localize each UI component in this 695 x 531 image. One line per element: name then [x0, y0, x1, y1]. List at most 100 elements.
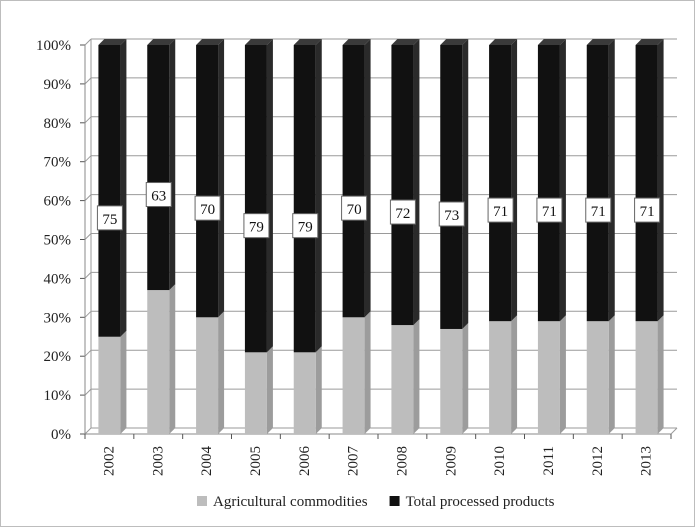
legend-swatch [197, 496, 207, 506]
bar-top [147, 39, 176, 45]
x-tick-label: 2013 [639, 446, 655, 476]
bar-side [608, 315, 615, 434]
bar-top [635, 39, 664, 45]
y-tick-label: 90% [44, 77, 72, 93]
bar-top [196, 39, 225, 45]
x-tick-label: 2012 [590, 446, 606, 476]
bar-top [586, 39, 615, 45]
floor-right-edge [670, 427, 678, 435]
data-label-box [243, 213, 270, 239]
legend-label: Agricultural commodities [213, 494, 368, 510]
bar-side [364, 39, 371, 318]
x-tick-label: 2004 [199, 446, 215, 477]
bar-side [413, 39, 420, 326]
y-tick-label: 0% [51, 427, 71, 443]
bar-top [391, 39, 420, 45]
legend: Agricultural commodities Total processed … [197, 494, 555, 510]
x-tick-label: 2005 [248, 446, 264, 476]
bar-side [657, 39, 664, 322]
bar-top [440, 39, 469, 45]
x-tick-label: 2007 [346, 446, 362, 477]
data-label-box [585, 197, 612, 223]
data-label-text: 63 [151, 189, 166, 205]
bar-layer [98, 39, 664, 434]
bar-side [169, 39, 176, 291]
y-tick-label: 50% [44, 233, 72, 249]
bar-segment [489, 321, 512, 434]
y-tick-label: 60% [44, 194, 72, 210]
bar-top [537, 39, 566, 45]
y-tick-label: 80% [44, 116, 72, 132]
data-label-text: 71 [591, 204, 606, 220]
data-label-box [96, 205, 123, 231]
data-label-box [634, 197, 661, 223]
bar-segment [293, 45, 316, 353]
bar-segment [635, 45, 658, 322]
x-tick-label: 2002 [101, 446, 117, 476]
gridline-floor-diag [84, 349, 92, 357]
data-label: 71 [487, 197, 514, 223]
data-label: 63 [145, 182, 172, 208]
bar-segment [537, 321, 560, 434]
gridline-floor-diag [84, 388, 92, 396]
bar-top [342, 39, 371, 45]
gridline-floor-diag [84, 155, 92, 163]
bar-segment [440, 45, 463, 329]
bar-side [559, 39, 566, 322]
bar-side [218, 311, 225, 434]
bar-side [315, 39, 322, 353]
bar-side [120, 39, 127, 337]
bar-side [266, 346, 273, 434]
gridline-floor-diag [84, 38, 92, 46]
bar-top [293, 39, 322, 45]
legend-swatch [389, 496, 400, 506]
bar-segment [586, 45, 609, 322]
bar-side [315, 346, 322, 434]
data-label-box [292, 213, 319, 239]
bar-side [266, 39, 273, 353]
x-tick-label: 2011 [541, 446, 557, 475]
data-label-text: 71 [640, 204, 655, 220]
bar-segment [489, 45, 512, 322]
gridline-floor-diag [84, 233, 92, 240]
x-tick-label: 2008 [394, 446, 410, 476]
data-label-box [389, 199, 416, 225]
bar-segment [342, 45, 365, 318]
y-tick-label: 30% [44, 310, 72, 326]
grid-layer [84, 38, 677, 435]
data-label: 79 [292, 213, 319, 239]
axis-layer: 0% 10% 20% 30% 40% 50% 60% 70% 80% 90% 100% 2002 200… [36, 38, 678, 477]
gridline-floor-diag [84, 272, 92, 279]
x-tick-label: 2010 [492, 446, 508, 476]
data-label: 72 [389, 199, 416, 225]
bar-top [98, 39, 127, 45]
data-label: 70 [341, 195, 368, 221]
bar-side [462, 322, 469, 434]
data-label: 71 [536, 197, 563, 223]
y-tick-label: 100% [36, 38, 71, 54]
bar-side [657, 315, 664, 434]
data-label-layer: 75 63 70 79 79 70 72 73 71 71 71 71 [96, 182, 661, 239]
y-tick-label: 70% [44, 155, 72, 171]
data-label-box [341, 195, 368, 221]
data-label-box [487, 197, 514, 223]
bar-side [169, 284, 176, 434]
gridline-floor-diag [84, 194, 92, 201]
data-label-text: 72 [395, 206, 410, 222]
gridline-floor-diag [84, 116, 92, 124]
bar-side [511, 39, 518, 322]
gridline-floor-diag [84, 77, 92, 85]
bar-side [120, 330, 127, 434]
y-tick-label: 10% [44, 388, 72, 404]
bar-segment [244, 352, 267, 434]
data-label-text: 79 [298, 220, 313, 236]
bar-segment [635, 321, 658, 434]
bar-side [511, 315, 518, 434]
data-label-text: 71 [493, 204, 508, 220]
data-label: 75 [96, 205, 123, 231]
data-label-text: 70 [347, 202, 362, 218]
data-label-text: 71 [542, 204, 557, 220]
bar-segment [342, 317, 365, 434]
